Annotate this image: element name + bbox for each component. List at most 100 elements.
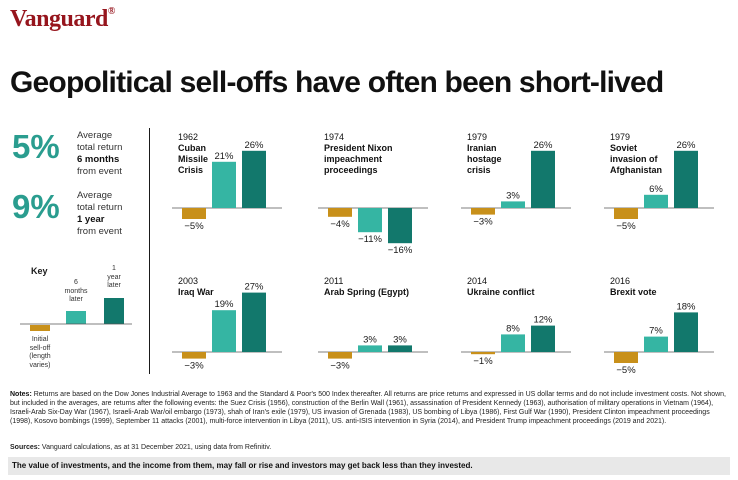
stat-line: Average bbox=[77, 130, 113, 141]
notes-text: Returns are based on the Dow Jones Indus… bbox=[10, 391, 726, 425]
data-label: 3% bbox=[506, 190, 520, 201]
event-panel: 1974 President Nixon impeachment proceeding… bbox=[310, 132, 450, 256]
data-label: −1% bbox=[473, 356, 493, 367]
bar-one-year bbox=[388, 345, 412, 352]
bar-initial-selloff bbox=[182, 208, 206, 219]
data-label: 3% bbox=[393, 334, 407, 345]
event-year: 2003 bbox=[178, 276, 199, 286]
notes: Notes: Returns are based on the Dow Jone… bbox=[10, 390, 726, 426]
event-panel: 2003 Iraq War −3% 19% 27% bbox=[164, 276, 304, 394]
bar-six-months bbox=[358, 345, 382, 352]
event-title: 2014 Ukraine conflict bbox=[467, 276, 577, 298]
key-label-one-year: 1 year later bbox=[107, 265, 121, 289]
vanguard-logo: Vanguard® bbox=[10, 6, 115, 33]
data-label: 19% bbox=[214, 299, 234, 310]
bar-initial-selloff bbox=[328, 208, 352, 217]
sources: Sources: Vanguard calculations, as at 31… bbox=[10, 444, 271, 451]
disclaimer: The value of investments, and the income… bbox=[8, 457, 730, 475]
bar-chart: −5% 6% 26% bbox=[604, 140, 714, 232]
data-label: −3% bbox=[473, 217, 493, 228]
key-swatches bbox=[20, 298, 132, 331]
stat-line-bold: 1 year bbox=[77, 214, 105, 225]
event-year: 1979 bbox=[467, 132, 488, 142]
sources-label: Sources: bbox=[10, 444, 40, 451]
stat-value: 5% bbox=[12, 128, 60, 165]
sources-text: Vanguard calculations, as at 31 December… bbox=[39, 444, 272, 451]
data-label: −5% bbox=[616, 365, 636, 376]
bar-six-months bbox=[212, 161, 236, 208]
event-name-line: President Nixon bbox=[324, 143, 393, 153]
bar-initial-selloff bbox=[614, 208, 638, 219]
stat-line-bold: 6 months bbox=[77, 154, 120, 165]
event-name-line: Iraq War bbox=[178, 287, 214, 297]
data-label: 8% bbox=[506, 323, 520, 334]
key-swatch-one-year bbox=[104, 298, 124, 324]
event-name-line: Crisis bbox=[178, 165, 204, 175]
key-title: Key bbox=[31, 266, 48, 276]
event-name-line: proceedings bbox=[324, 165, 378, 175]
data-label: 7% bbox=[649, 326, 663, 337]
bar-initial-selloff bbox=[471, 208, 495, 215]
bar-one-year bbox=[242, 292, 266, 352]
stat-line: total return bbox=[77, 142, 123, 153]
event-name-line: crisis bbox=[467, 165, 491, 175]
brand-mark: ® bbox=[107, 6, 115, 17]
key-swatch-initial bbox=[30, 325, 50, 331]
key-swatch-six-months bbox=[66, 311, 86, 324]
event-name-line: invasion of bbox=[610, 154, 658, 164]
bar-six-months bbox=[644, 194, 668, 208]
bar-initial-selloff bbox=[471, 352, 495, 355]
stat-description: Average total return 1 year from event bbox=[77, 190, 157, 238]
event-name-line: Arab Spring (Egypt) bbox=[324, 287, 409, 297]
event-name-line: Ukraine conflict bbox=[467, 287, 535, 297]
event-year: 2011 bbox=[324, 276, 344, 286]
event-name-line: hostage bbox=[467, 154, 502, 164]
stat-description: Average total return 6 months from event bbox=[77, 130, 157, 178]
event-title: 2016 Brexit vote bbox=[610, 276, 720, 298]
bar-initial-selloff bbox=[614, 352, 638, 363]
bar-chart: −1% 8% 12% bbox=[461, 315, 571, 367]
bar-six-months bbox=[212, 310, 236, 352]
bar-chart: −4% −11% −16% bbox=[318, 207, 428, 256]
notes-label: Notes: bbox=[10, 391, 32, 398]
event-year: 1974 bbox=[324, 132, 345, 142]
bar-chart: −5% 21% 26% bbox=[172, 140, 282, 232]
event-title: 2003 Iraq War bbox=[178, 276, 288, 298]
key-label-initial: Initial sell-off (length varies) bbox=[29, 336, 51, 369]
bar-chart: −3% 3% 3% bbox=[318, 334, 428, 372]
bar-one-year bbox=[674, 150, 698, 208]
bar-one-year bbox=[242, 150, 266, 208]
event-name-line: Soviet bbox=[610, 143, 638, 153]
stat-line: from event bbox=[77, 166, 122, 177]
event-year: 1962 bbox=[178, 132, 199, 142]
bar-chart: −5% 7% 18% bbox=[604, 301, 714, 376]
data-label: 18% bbox=[676, 301, 696, 312]
event-panel: 1962 Cuban Missile Crisis −5% 21% 26% bbox=[164, 132, 304, 250]
data-label: 26% bbox=[533, 140, 553, 151]
event-year: 1979 bbox=[610, 132, 631, 142]
event-name-line: Brexit vote bbox=[610, 287, 657, 297]
event-name-line: Cuban bbox=[178, 143, 206, 153]
bar-one-year bbox=[674, 312, 698, 352]
event-panel: 2016 Brexit vote −5% 7% 18% bbox=[596, 276, 736, 394]
data-label: −4% bbox=[330, 219, 350, 230]
event-title: 1979 Iranian hostage crisis bbox=[467, 132, 545, 176]
bar-chart: −3% 19% 27% bbox=[172, 282, 282, 372]
vertical-divider bbox=[149, 128, 150, 374]
event-name-line: impeachment bbox=[324, 154, 383, 164]
data-label: 26% bbox=[244, 140, 264, 151]
data-label: 6% bbox=[649, 184, 663, 195]
bar-six-months bbox=[501, 201, 525, 208]
event-panel: 2011 Arab Spring (Egypt) −3% 3% 3% bbox=[310, 276, 450, 394]
bar-one-year bbox=[531, 325, 555, 352]
event-title: 2011 Arab Spring (Egypt) bbox=[324, 276, 434, 298]
stat-line: Average bbox=[77, 190, 113, 201]
event-name-line: Missile bbox=[178, 154, 209, 164]
bar-initial-selloff bbox=[328, 352, 352, 359]
event-name-line: Afghanistan bbox=[610, 165, 663, 175]
stat-line: total return bbox=[77, 202, 123, 213]
event-title: 1974 President Nixon impeachment proceeding… bbox=[324, 132, 402, 176]
data-label: 3% bbox=[363, 334, 377, 345]
bar-chart: −3% 3% 26% bbox=[461, 140, 571, 228]
stat-line: from event bbox=[77, 226, 122, 237]
